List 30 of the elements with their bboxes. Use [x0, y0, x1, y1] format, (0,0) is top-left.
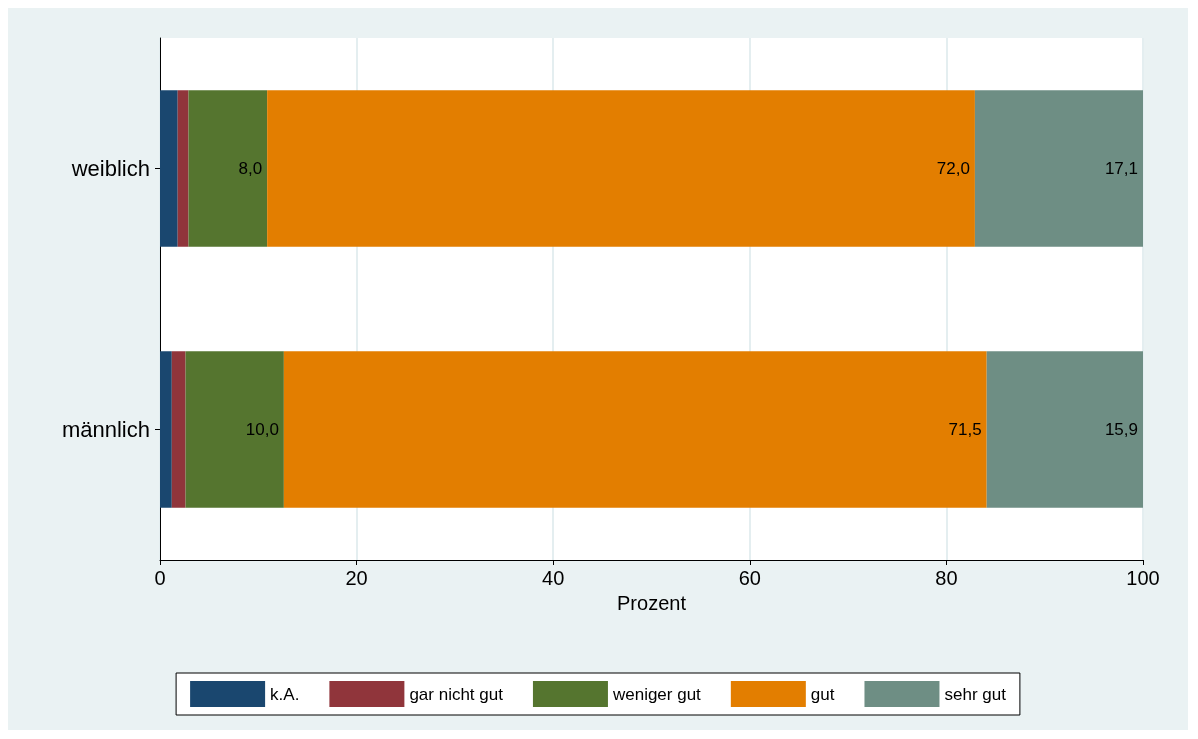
x-tick-label: 100 — [1126, 567, 1160, 589]
data-label: 8,0 — [238, 159, 263, 178]
x-axis-title: Prozent — [617, 591, 687, 614]
bar — [160, 351, 172, 508]
bar — [974, 90, 1143, 247]
x-tick-label: 0 — [154, 567, 166, 589]
legend-label: sehr gut — [944, 684, 1007, 704]
bar — [986, 351, 1143, 508]
x-tick-label: 60 — [738, 567, 761, 589]
bar — [171, 351, 186, 508]
data-label: 72,0 — [936, 159, 970, 178]
legend-label: k.A. — [270, 684, 300, 704]
x-tick-label: 20 — [345, 567, 368, 589]
bar — [188, 90, 268, 247]
bar — [160, 90, 178, 247]
data-label: 15,9 — [1104, 420, 1138, 439]
legend-label: gar nicht gut — [409, 684, 504, 704]
legend-label: weniger gut — [611, 684, 702, 704]
data-label: 10,0 — [245, 420, 279, 439]
bar — [177, 90, 189, 247]
x-tick-label: 40 — [542, 567, 565, 589]
data-label: 71,5 — [948, 420, 982, 439]
y-tick-label: weiblich — [70, 156, 150, 181]
data-label: 17,1 — [1104, 159, 1138, 178]
legend-label: gut — [810, 684, 835, 704]
bar — [283, 351, 987, 508]
bar — [267, 90, 975, 247]
x-tick-label: 80 — [935, 567, 958, 589]
bar — [185, 351, 284, 508]
y-tick-label: männlich — [61, 417, 150, 442]
